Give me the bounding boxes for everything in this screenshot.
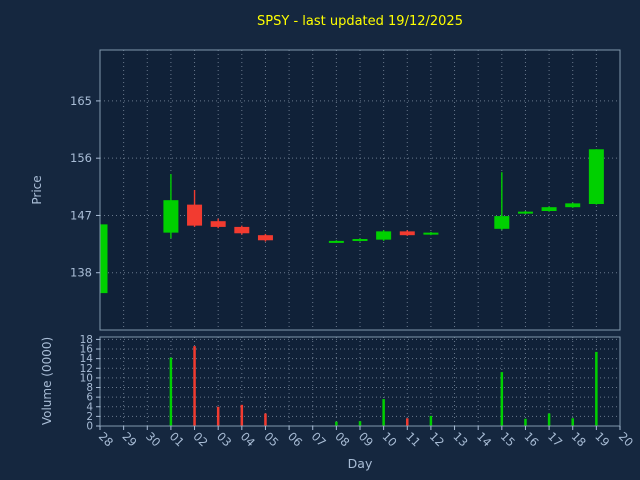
candle-body	[234, 226, 250, 234]
x-tick-label: 20	[616, 429, 636, 449]
price-axis-label: Price	[30, 175, 44, 205]
price-tick-label: 147	[70, 208, 92, 222]
volume-tick-label: 16	[80, 344, 94, 356]
candle-body	[352, 239, 368, 241]
price-tick-label: 156	[70, 151, 92, 165]
volume-bar	[240, 404, 244, 426]
price-tick-label: 165	[70, 94, 92, 108]
x-tick-label: 12	[427, 429, 447, 449]
candle-body	[541, 207, 557, 211]
x-tick-label: 14	[474, 429, 494, 449]
volume-bar	[406, 418, 409, 426]
volume-bar	[571, 418, 574, 426]
candle-body	[210, 221, 226, 227]
volume-bar	[429, 415, 433, 426]
candlestick-series	[100, 149, 604, 294]
x-tick-label: 01	[167, 429, 187, 449]
x-tick-label: 29	[120, 429, 140, 449]
x-tick-label: 13	[450, 429, 470, 449]
volume-bar	[358, 421, 362, 426]
tick-marks	[96, 100, 621, 430]
x-tick-label: 15	[498, 429, 518, 449]
price-tick-label: 138	[70, 266, 92, 280]
x-tick-label: 02	[190, 429, 210, 449]
chart-title: SPSY - last updated 19/12/2025	[257, 14, 463, 29]
x-axis-label: Day	[347, 456, 373, 471]
x-tick-label: 03	[214, 429, 234, 449]
volume-axis-label: Volume (0000)	[40, 336, 54, 426]
x-tick-label: 11	[403, 429, 423, 449]
x-tick-label: 07	[309, 429, 329, 449]
volume-tick-label: 0	[86, 421, 93, 433]
x-tick-label: 30	[143, 429, 163, 449]
volume-tick-label: 6	[86, 392, 93, 404]
candle-body	[257, 235, 273, 241]
candle-body	[376, 231, 392, 240]
x-tick-label: 28	[96, 429, 116, 449]
candle-body	[163, 200, 179, 233]
volume-bar	[547, 413, 551, 426]
x-tick-label: 18	[569, 429, 589, 449]
x-tick-label: 08	[332, 429, 352, 449]
candle-body	[588, 149, 604, 204]
candle-body	[423, 232, 439, 235]
candle-body	[494, 216, 510, 229]
volume-tick-label: 14	[80, 353, 94, 365]
volume-tick-label: 18	[80, 334, 93, 346]
x-tick-label: 06	[285, 429, 305, 449]
x-tick-label: 05	[261, 429, 281, 449]
x-tick-label: 09	[356, 429, 376, 449]
volume-bar	[193, 346, 196, 426]
volume-bar	[382, 399, 385, 426]
x-tick-label: 10	[380, 429, 400, 449]
volume-bar	[335, 421, 338, 426]
candle-body	[399, 231, 415, 236]
candle-body	[517, 211, 533, 214]
x-tick-label: 16	[521, 429, 541, 449]
volume-tick-label: 10	[80, 372, 93, 384]
volume-bar	[264, 413, 267, 426]
volume-tick-label: 4	[86, 401, 93, 413]
volume-tick-label: 2	[86, 411, 93, 423]
volume-bar	[216, 406, 220, 426]
price-axes-spine	[99, 49, 621, 331]
x-tick-label: 19	[592, 429, 612, 449]
x-tick-label: 17	[545, 429, 565, 449]
x-tick-label: 04	[238, 429, 258, 449]
candle-body	[328, 240, 344, 243]
candle-body	[187, 204, 203, 226]
volume-tick-label: 8	[86, 382, 93, 394]
volume-bar	[595, 351, 598, 426]
volume-bar	[169, 357, 173, 426]
candle-body	[565, 203, 581, 208]
volume-bar	[500, 372, 504, 426]
volume-bar	[524, 418, 527, 426]
candle-body	[100, 224, 108, 294]
volume-tick-label: 12	[80, 363, 93, 375]
